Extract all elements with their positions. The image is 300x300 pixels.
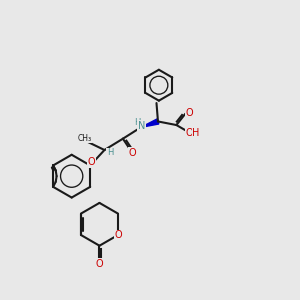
Polygon shape [141,119,159,128]
Text: O: O [88,158,95,167]
Text: O: O [128,148,136,158]
Text: N: N [138,121,145,131]
Text: O: O [114,230,122,240]
Text: CH₃: CH₃ [78,134,92,142]
Text: H: H [134,118,140,127]
Text: H: H [106,148,113,158]
Text: O: O [185,108,193,118]
Text: O: O [186,128,194,138]
Text: O: O [96,259,103,269]
Text: H: H [192,128,200,138]
